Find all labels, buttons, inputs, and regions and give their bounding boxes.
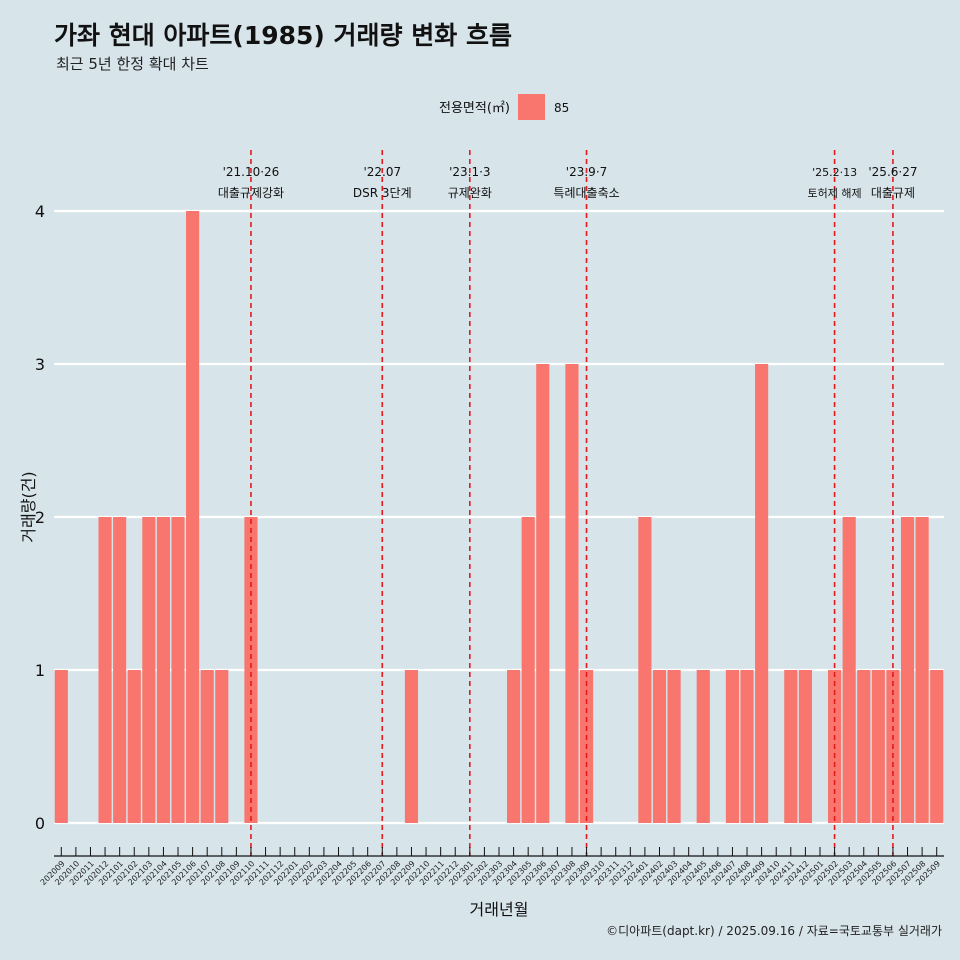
event-date: '23.9·7 [566,165,607,179]
event-label: 토허제 해제 [808,186,862,200]
event-date: '25.2·13 [812,166,857,179]
event-label: 특례대출축소 [553,186,619,200]
bar-202411 [784,670,798,823]
bar-202107 [200,670,214,823]
event-date: '22.07 [363,165,401,179]
bar-202509 [930,670,944,823]
bar-202409 [755,364,769,823]
bar-202503 [842,517,856,823]
x-axis-title: 거래년월 [470,900,529,919]
bar-202412 [798,670,812,823]
y-tick-label: 4 [35,202,45,221]
bar-202403 [667,670,681,823]
bar-202110 [244,517,258,823]
bar-202009 [54,670,68,823]
event-label: DSR 3단계 [353,186,412,200]
legend-title: 전용면적(㎡) [439,101,510,116]
bar-202508 [915,517,929,823]
legend: 전용면적(㎡) 85 [439,94,569,120]
chart-title: 가좌 현대 아파트(1985) 거래량 변화 흐름 [54,21,512,50]
event-lines: '21.10·26 대출규제강화 '22.07 DSR 3단계 '23.1·3 규제완화 '… [218,150,917,856]
bar-202012 [98,517,112,823]
bar-202505 [871,670,885,823]
y-tick-label: 1 [35,661,45,680]
bar-202106 [186,211,200,823]
bar-202209 [404,670,419,823]
bar-202405 [696,670,710,823]
y-axis-title: 거래량(건) [19,471,38,542]
y-tick-label: 2 [35,508,45,527]
source-caption: ©디아파트(dapt.kr) / 2025.09.16 / 자료=국토교통부 실… [606,924,942,938]
legend-swatch [518,94,545,120]
legend-entry: 85 [554,101,569,115]
bar-202402 [652,670,667,823]
bar-202407 [725,670,740,823]
event-date: '23.1·3 [449,165,490,179]
bar-202108 [215,670,229,823]
event-label: 대출규제 [871,186,915,200]
bar-202104 [156,517,170,823]
bars [54,211,944,823]
bar-202304 [507,670,521,823]
bar-202105 [171,517,185,823]
bar-202305 [521,517,535,823]
bar-202507 [900,517,915,823]
y-tick-label: 3 [35,355,45,374]
chart-subtitle: 최근 5년 한정 확대 차트 [56,55,209,73]
bar-202306 [536,364,550,823]
event-label: 규제완화 [448,186,492,200]
bar-202401 [638,517,652,823]
event-label: 대출규제강화 [218,186,284,200]
bar-202408 [740,670,754,823]
bar-202102 [127,670,141,823]
y-tick-label: 0 [35,814,45,833]
bar-202101 [113,517,127,823]
event-date: '21.10·26 [223,165,280,179]
bar-202103 [142,517,156,823]
bar-202308 [565,364,579,823]
bar-202504 [857,670,871,823]
event-date: '25.6·27 [868,165,917,179]
